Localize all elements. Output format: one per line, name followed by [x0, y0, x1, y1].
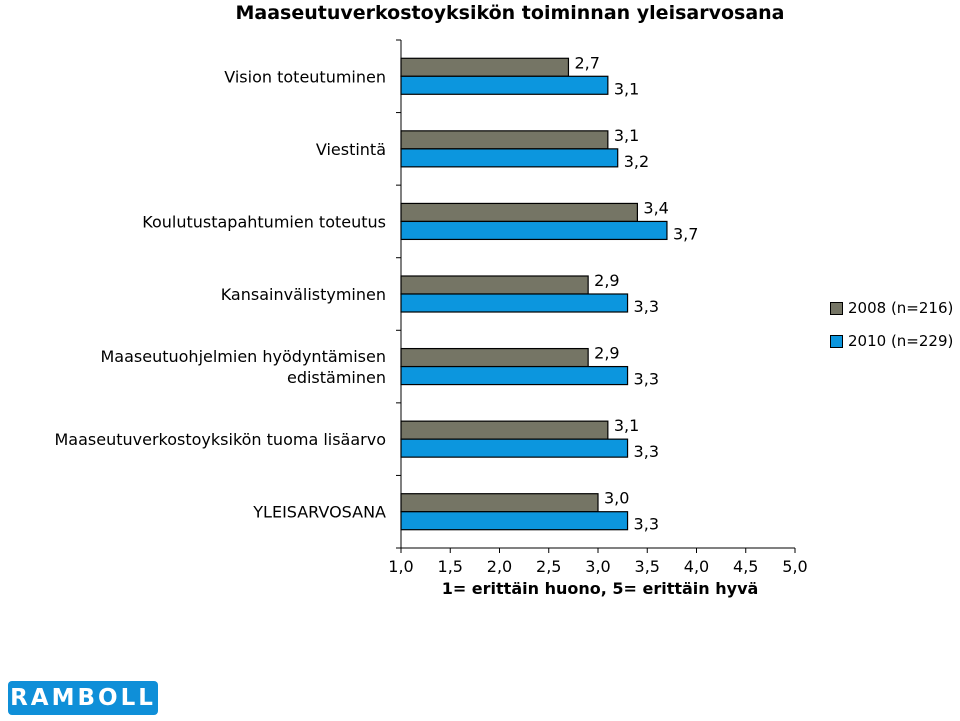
- bar-2010: [400, 511, 629, 531]
- bar-series: [400, 57, 668, 531]
- bar-2008: [400, 275, 589, 295]
- data-label: 3,3: [634, 515, 659, 534]
- data-labels: 2,7 3,1 3,1 3,2 3,4 3,7 2,9 3,3 2,9 3,3 3,1 3,3 3,0 3…: [574, 53, 698, 533]
- x-tick-label: 3,5: [635, 557, 660, 576]
- data-label: 3,1: [614, 126, 639, 145]
- x-tick-label: 4,0: [684, 557, 709, 576]
- bar-2010: [400, 220, 668, 241]
- category-label: Maaseutuverkostoyksikön tuoma lisäarvo: [55, 430, 387, 449]
- x-tick-label: 2,5: [536, 557, 561, 576]
- legend-item-2008: 2008 (n=216): [830, 297, 953, 319]
- bar-2010: [400, 365, 629, 386]
- category-label: Viestintä: [316, 140, 386, 159]
- x-tick-label: 2,0: [487, 557, 512, 576]
- data-label: 3,3: [634, 442, 659, 461]
- legend-swatch-2010: [830, 334, 843, 348]
- chart-title: Maaseutuverkostoyksikön toiminnan yleisa…: [235, 2, 785, 24]
- category-label: Kansainvälistyminen: [221, 285, 386, 304]
- data-label: 2,9: [594, 271, 619, 290]
- bar-2010: [400, 148, 619, 168]
- data-label: 3,2: [624, 152, 649, 171]
- category-label-line: Maaseutuohjelmien hyödyntämisen: [100, 347, 386, 366]
- legend-item-2010: 2010 (n=229): [830, 330, 953, 352]
- legend-label-2010: 2010 (n=229): [848, 332, 954, 350]
- legend: 2008 (n=216) 2010 (n=229): [830, 297, 953, 363]
- data-label: 3,3: [634, 297, 659, 316]
- bar-2008: [400, 420, 609, 440]
- category-label-line: Kansainvälistyminen: [221, 285, 386, 304]
- x-tick-labels: 1,0 1,5 2,0 2,5 3,0 3,5 4,0 4,5 5,0: [388, 557, 807, 576]
- category-labels: Vision toteutuminen Viestintä Koulutustapa…: [55, 67, 387, 521]
- bar-2008: [400, 57, 570, 77]
- data-label: 3,0: [604, 489, 629, 508]
- category-label-line: Maaseutuverkostoyksikön tuoma lisäarvo: [55, 430, 387, 449]
- data-label: 3,4: [643, 198, 668, 217]
- bar-2010: [400, 438, 629, 458]
- category-label-line: Koulutustapahtumien toteutus: [142, 212, 386, 231]
- category-label: Vision toteutuminen: [224, 67, 386, 86]
- data-label: 3,7: [673, 224, 698, 243]
- data-label: 2,7: [574, 53, 599, 72]
- ramboll-logo: RAMBOLL: [8, 681, 158, 715]
- x-axis-label: 1= erittäin huono, 5= erittäin hyvä: [442, 579, 759, 598]
- x-tick-label: 3,0: [585, 557, 610, 576]
- category-label: Koulutustapahtumien toteutus: [142, 212, 386, 231]
- category-label: Maaseutuohjelmien hyödyntämisen edistämin…: [100, 347, 386, 387]
- bar-2008: [400, 202, 638, 223]
- x-tick-label: 4,5: [733, 557, 758, 576]
- bar-2010: [400, 75, 609, 95]
- category-label-line: YLEISARVOSANA: [252, 503, 386, 522]
- data-label: 3,1: [614, 416, 639, 435]
- legend-label-2008: 2008 (n=216): [848, 299, 954, 317]
- category-label-line: Vision toteutuminen: [224, 67, 386, 86]
- category-label-line: edistäminen: [287, 368, 386, 387]
- x-tick-label: 1,5: [438, 557, 463, 576]
- bar-2010: [400, 293, 629, 313]
- bar-2008: [400, 347, 589, 368]
- category-label-line: Viestintä: [316, 140, 386, 159]
- x-tick-label: 5,0: [782, 557, 807, 576]
- legend-swatch-2008: [830, 301, 843, 315]
- data-label: 3,3: [634, 370, 659, 389]
- bar-2008: [400, 493, 599, 513]
- data-label: 2,9: [594, 344, 619, 363]
- logo-text: RAMBOLL: [10, 685, 156, 711]
- data-label: 3,1: [614, 79, 639, 98]
- category-label: YLEISARVOSANA: [252, 503, 386, 522]
- bar-2008: [400, 130, 609, 150]
- x-tick-label: 1,0: [388, 557, 413, 576]
